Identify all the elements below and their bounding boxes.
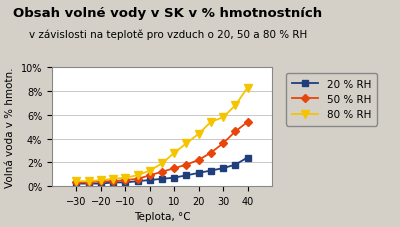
20 % RH (245, 156, 250, 159)
X-axis label: Teplota, °C: Teplota, °C (134, 211, 190, 221)
80 % RH (123, 177, 128, 179)
50 % RH (208, 152, 213, 154)
80 % RH (74, 180, 79, 183)
20 % RH (196, 172, 201, 175)
20 % RH (208, 169, 213, 172)
Text: Obsah volné vody v SK v % hmotnostních: Obsah volné vody v SK v % hmotnostních (14, 7, 322, 20)
Line: 50 % RH: 50 % RH (74, 120, 250, 185)
20 % RH (233, 163, 238, 166)
20 % RH (86, 183, 91, 185)
Line: 80 % RH: 80 % RH (72, 84, 252, 185)
20 % RH (98, 183, 103, 185)
50 % RH (245, 121, 250, 124)
80 % RH (135, 174, 140, 177)
80 % RH (208, 121, 213, 124)
80 % RH (245, 87, 250, 89)
Y-axis label: Volná voda v % hmotn.: Volná voda v % hmotn. (5, 67, 15, 187)
50 % RH (111, 180, 116, 183)
Line: 20 % RH: 20 % RH (74, 155, 250, 187)
80 % RH (86, 180, 91, 183)
50 % RH (98, 180, 103, 183)
20 % RH (74, 183, 79, 185)
20 % RH (147, 179, 152, 182)
20 % RH (160, 178, 164, 180)
20 % RH (172, 177, 177, 179)
50 % RH (74, 181, 79, 184)
80 % RH (184, 142, 189, 145)
50 % RH (196, 159, 201, 162)
50 % RH (160, 171, 164, 173)
50 % RH (233, 131, 238, 133)
80 % RH (172, 152, 177, 154)
80 % RH (233, 104, 238, 107)
20 % RH (221, 167, 226, 170)
Text: v závislosti na teplotě pro vzduch o 20, 50 a 80 % RH: v závislosti na teplotě pro vzduch o 20,… (29, 30, 307, 40)
50 % RH (123, 179, 128, 182)
20 % RH (111, 181, 116, 184)
50 % RH (172, 167, 177, 170)
80 % RH (221, 116, 226, 119)
50 % RH (147, 174, 152, 177)
50 % RH (86, 181, 91, 184)
50 % RH (135, 178, 140, 180)
20 % RH (123, 181, 128, 184)
20 % RH (135, 180, 140, 183)
80 % RH (98, 179, 103, 182)
80 % RH (147, 169, 152, 172)
50 % RH (221, 142, 226, 145)
80 % RH (196, 133, 201, 136)
Legend: 20 % RH, 50 % RH, 80 % RH: 20 % RH, 50 % RH, 80 % RH (286, 73, 377, 126)
20 % RH (184, 174, 189, 177)
80 % RH (160, 162, 164, 165)
80 % RH (111, 178, 116, 180)
50 % RH (184, 163, 189, 166)
